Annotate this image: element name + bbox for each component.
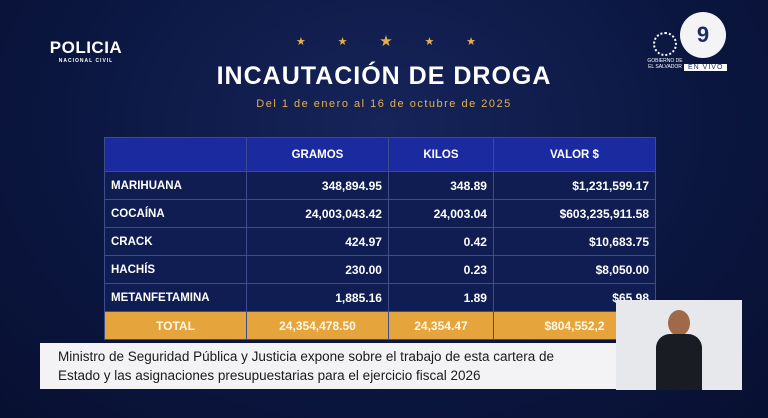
news-ticker: Ministro de Seguridad Pública y Justicia… <box>40 343 616 389</box>
stars-decoration: ★ ★ ★ ★ ★ <box>296 33 476 50</box>
date-range: Del 1 de enero al 16 de octubre de 2025 <box>256 98 512 110</box>
table-row: METANFETAMINA 1,885.16 1.89 $65,98 <box>104 283 657 312</box>
drug-name: COCAÍNA <box>104 199 247 228</box>
table-cell: 24,003.04 <box>387 199 494 228</box>
total-cell: 24,354,478.50 <box>246 311 389 340</box>
total-cell: TOTAL <box>104 311 247 340</box>
table-cell: 24,003,043.42 <box>246 199 389 228</box>
table-cell: 1.89 <box>387 283 494 312</box>
drug-name: CRACK <box>104 227 247 256</box>
table-cell: 424.97 <box>246 227 389 256</box>
drug-name: MARIHUANA <box>104 171 247 200</box>
table-header: GRAMOS KILOS VALOR $ <box>104 137 657 172</box>
government-logo: GOBIERNO DE EL SALVADOR <box>645 32 685 70</box>
table-cell: $603,235,911.58 <box>492 199 657 228</box>
seizure-table: GRAMOS KILOS VALOR $ MARIHUANA 348,894.95… <box>104 137 657 340</box>
live-badge: EN VIVO <box>684 64 728 71</box>
police-logo: POLICIA NACIONAL CIVIL <box>46 38 126 64</box>
seal-icon <box>653 32 677 56</box>
interpreter-figure <box>656 310 702 390</box>
header-cell: VALOR $ <box>492 137 657 172</box>
logo-name: POLICIA <box>49 38 123 57</box>
table-row: HACHÍS 230.00 0.23 $8,050.00 <box>104 255 657 284</box>
table-cell: $10,683.75 <box>492 227 657 256</box>
table-cell: $8,050.00 <box>492 255 657 284</box>
drug-name: METANFETAMINA <box>104 283 247 312</box>
channel-logo: 9 <box>680 12 726 58</box>
total-cell: 24,354.47 <box>387 311 494 340</box>
header-cell: KILOS <box>387 137 494 172</box>
sign-language-interpreter <box>616 300 742 390</box>
table-row: CRACK 424.97 0.42 $10,683.75 <box>104 227 657 256</box>
logo-sub: NACIONAL CIVIL <box>58 58 114 64</box>
table-cell: 348,894.95 <box>246 171 389 200</box>
drug-name: HACHÍS <box>104 255 247 284</box>
table-row: COCAÍNA 24,003,043.42 24,003.04 $603,235,91… <box>104 199 657 228</box>
page-title: INCAUTACIÓN DE DROGA <box>216 62 552 90</box>
header-cell: GRAMOS <box>246 137 389 172</box>
header-cell <box>104 137 247 172</box>
table-row: MARIHUANA 348,894.95 348.89 $1,231,599.17 <box>104 171 657 200</box>
table-cell: 1,885.16 <box>246 283 389 312</box>
table-cell: 230.00 <box>246 255 389 284</box>
table-cell: 348.89 <box>387 171 494 200</box>
gov-label: GOBIERNO DE EL SALVADOR <box>647 58 683 70</box>
table-cell: 0.23 <box>387 255 494 284</box>
total-row: TOTAL 24,354,478.50 24,354.47 $804,552,2 <box>104 311 657 340</box>
table-cell: $1,231,599.17 <box>492 171 657 200</box>
table-cell: 0.42 <box>387 227 494 256</box>
